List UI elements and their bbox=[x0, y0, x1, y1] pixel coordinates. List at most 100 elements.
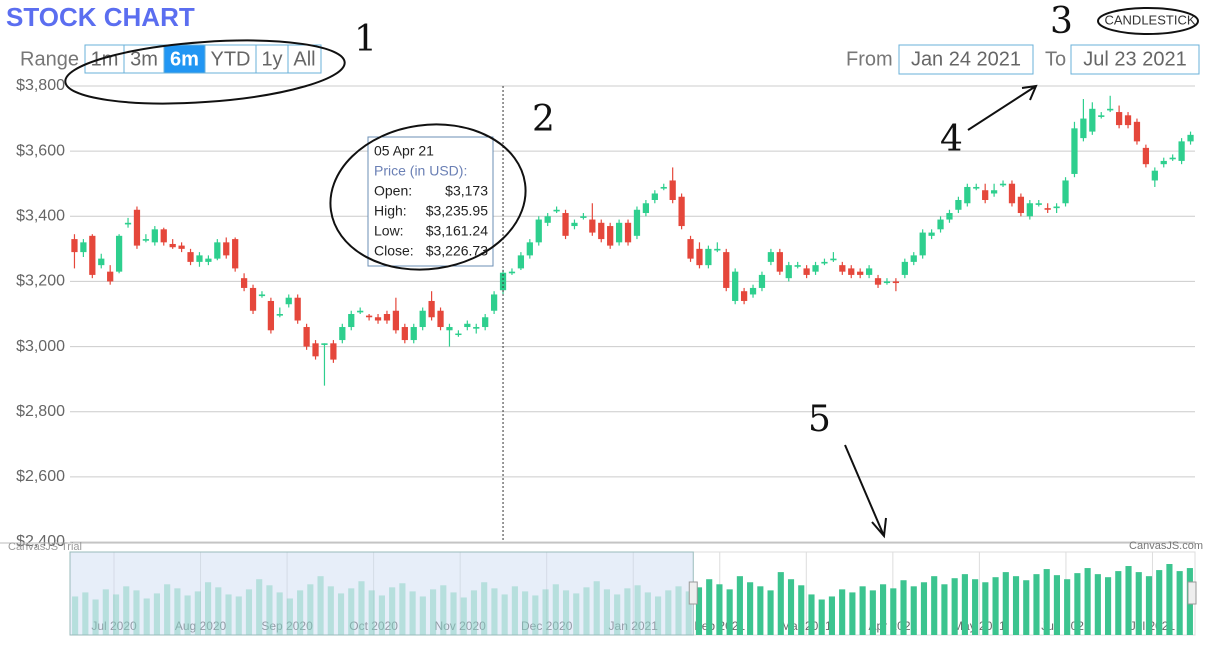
to-value[interactable]: Jul 23 2021 bbox=[1083, 48, 1186, 70]
volume-bar bbox=[1043, 569, 1050, 635]
range-button-label[interactable]: 3m bbox=[130, 48, 158, 70]
candle-body bbox=[785, 265, 792, 279]
volume-bar bbox=[440, 585, 447, 635]
volume-bar bbox=[143, 598, 150, 635]
volume-bar bbox=[583, 587, 590, 635]
volume-bar bbox=[1105, 577, 1112, 635]
candle-body bbox=[446, 327, 453, 331]
to-label: To bbox=[1045, 48, 1066, 70]
tooltip-row-label: Open: bbox=[374, 183, 412, 199]
annotation-number: 5 bbox=[808, 399, 831, 440]
candle-body bbox=[1142, 147, 1150, 165]
range-button[interactable] bbox=[287, 44, 322, 74]
candle-body bbox=[607, 226, 614, 246]
from-input[interactable] bbox=[898, 44, 1034, 75]
volume-bar bbox=[931, 576, 938, 635]
candle-body bbox=[437, 310, 444, 328]
volume-bar bbox=[1135, 572, 1142, 635]
candle-body bbox=[714, 248, 721, 251]
candle-body bbox=[1071, 128, 1078, 174]
candle-body bbox=[1151, 170, 1158, 181]
candle-body bbox=[321, 343, 328, 345]
volume-bar bbox=[235, 596, 242, 635]
candle-body bbox=[232, 239, 239, 269]
navigator-label: Jul 2020 bbox=[91, 619, 137, 633]
candle-body bbox=[848, 268, 855, 275]
navigator-label: Oct 2020 bbox=[349, 619, 398, 633]
candle-body bbox=[562, 213, 569, 236]
candle-body bbox=[196, 255, 203, 262]
volume-bar bbox=[869, 590, 876, 635]
range-button-label[interactable]: All bbox=[293, 48, 315, 70]
volume-bar bbox=[184, 595, 191, 635]
volume-bar bbox=[481, 582, 488, 635]
range-button[interactable] bbox=[84, 44, 125, 74]
candle-body bbox=[499, 272, 507, 291]
candle-body bbox=[758, 274, 766, 288]
candle-body bbox=[357, 310, 364, 313]
candle-body bbox=[946, 213, 953, 220]
tooltip-row-label: Low: bbox=[374, 223, 404, 239]
to-input[interactable] bbox=[1070, 44, 1200, 75]
candle-body bbox=[687, 239, 694, 259]
volume-bar bbox=[777, 572, 784, 635]
candle-body bbox=[392, 310, 400, 331]
volume-bar bbox=[675, 586, 682, 635]
volume-bar bbox=[562, 590, 570, 635]
range-label: Range bbox=[20, 48, 79, 70]
annotation-ellipse bbox=[1097, 7, 1199, 35]
volume-bar bbox=[399, 583, 406, 635]
candle-body bbox=[830, 258, 837, 261]
candle-body bbox=[1107, 108, 1114, 111]
volume-bar bbox=[798, 585, 805, 635]
range-button-label[interactable]: 6m bbox=[170, 48, 199, 70]
chart-type-button[interactable]: CANDLESTICK bbox=[1104, 12, 1195, 27]
volume-bar bbox=[787, 579, 795, 635]
y-tick-label: $3,000 bbox=[16, 338, 65, 355]
tooltip-row-value: $3,161.24 bbox=[426, 223, 488, 239]
candle-body bbox=[124, 222, 132, 225]
range-button-label[interactable]: 1m bbox=[91, 48, 119, 70]
candle-body bbox=[348, 314, 355, 328]
volume-bar bbox=[726, 589, 733, 635]
volume-bar bbox=[194, 591, 201, 635]
candle-body bbox=[285, 297, 292, 305]
candle-body bbox=[865, 268, 873, 275]
title: STOCK CHART bbox=[6, 2, 195, 32]
candle-body bbox=[821, 261, 828, 264]
volume-bar bbox=[307, 584, 314, 635]
candle-body bbox=[526, 242, 533, 256]
candle-body bbox=[169, 243, 176, 248]
volume-bar bbox=[1012, 576, 1020, 635]
navigator-handle[interactable] bbox=[688, 581, 698, 605]
range-button-label[interactable]: YTD bbox=[211, 48, 251, 70]
candle-body bbox=[776, 252, 783, 272]
candle-body bbox=[1178, 141, 1185, 161]
range-button[interactable] bbox=[255, 44, 289, 74]
range-button-label[interactable]: 1y bbox=[261, 48, 282, 70]
candle-body bbox=[482, 317, 489, 328]
candle-body bbox=[115, 235, 123, 272]
candle-body bbox=[1017, 196, 1025, 214]
volume-bar bbox=[828, 596, 835, 635]
candle-body bbox=[89, 235, 96, 275]
volume-bar bbox=[1074, 573, 1081, 635]
y-tick-label: $2,600 bbox=[16, 468, 65, 485]
volume-bar bbox=[808, 594, 815, 635]
volume-bar bbox=[1064, 579, 1071, 635]
candle-body bbox=[330, 343, 337, 360]
volume-bar bbox=[491, 588, 498, 635]
candle-body bbox=[240, 278, 248, 288]
candle-body bbox=[249, 287, 257, 311]
tooltip-row-value: $3,226.73 bbox=[426, 243, 488, 259]
candle-body bbox=[151, 229, 158, 243]
candle-body bbox=[133, 209, 141, 246]
candle-body bbox=[982, 190, 989, 200]
volume-bar bbox=[72, 596, 79, 635]
volume-bar bbox=[276, 592, 283, 635]
candle-body bbox=[580, 216, 587, 218]
navigator-handle[interactable] bbox=[1187, 581, 1197, 605]
volume-bar bbox=[614, 594, 621, 635]
from-value[interactable]: Jan 24 2021 bbox=[911, 48, 1021, 70]
